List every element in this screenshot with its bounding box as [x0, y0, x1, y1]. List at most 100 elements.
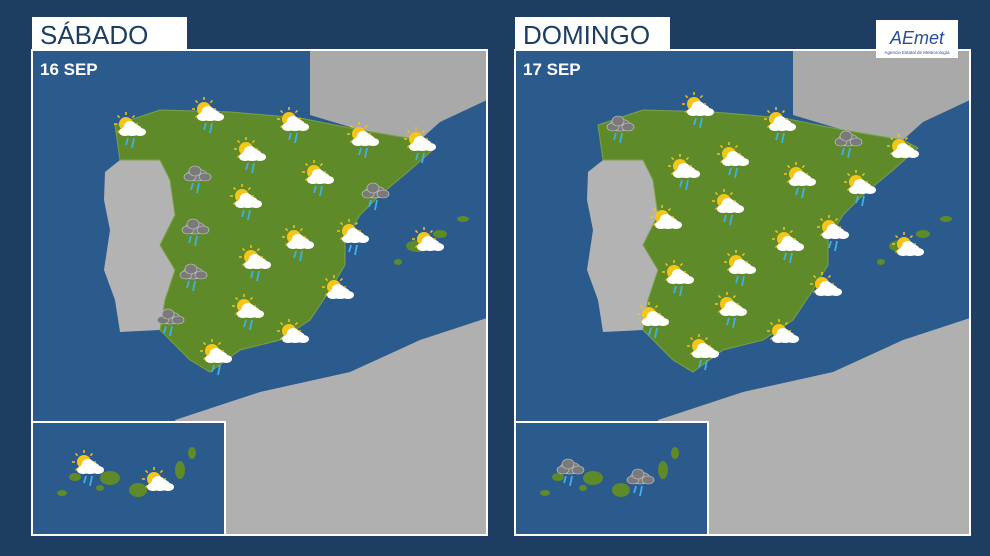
sun-ray — [202, 356, 207, 361]
weather-icon — [892, 232, 924, 256]
rain — [211, 364, 215, 373]
sun-ray — [247, 186, 252, 191]
sun-ray — [406, 129, 411, 134]
sun-ray — [766, 124, 771, 129]
weather-icon — [650, 205, 682, 229]
sun-ray — [339, 236, 344, 241]
sun-ray — [781, 109, 786, 114]
weather-icon — [114, 112, 146, 149]
sun-ray — [249, 296, 254, 301]
cloud — [784, 123, 796, 131]
sun-ray — [684, 94, 689, 99]
sun-ray — [414, 229, 419, 234]
cloud — [737, 158, 749, 166]
weather-icon — [724, 250, 756, 287]
weather-icon — [834, 130, 863, 159]
cloud — [727, 151, 739, 161]
rain — [354, 244, 358, 256]
cloud — [302, 241, 314, 249]
cloud — [342, 291, 354, 299]
weather-icon — [637, 302, 669, 339]
rain — [741, 275, 745, 287]
cloud — [171, 315, 185, 325]
rain — [704, 359, 708, 371]
weather-icon — [277, 319, 309, 343]
rain — [639, 485, 643, 497]
sun-ray — [232, 201, 237, 206]
sun-ray — [670, 156, 675, 161]
rain — [241, 209, 245, 218]
weather-icon — [767, 319, 799, 343]
sun-ray — [834, 217, 839, 222]
sun-ray — [294, 109, 299, 114]
cloud — [734, 259, 746, 269]
sun-ray — [232, 186, 237, 191]
weather-icon — [230, 184, 262, 221]
rain — [250, 270, 254, 279]
sun-ray — [279, 321, 284, 326]
sun-ray — [217, 341, 222, 346]
rain — [732, 317, 736, 329]
sun-ray — [421, 129, 426, 134]
sun-ray — [904, 136, 909, 141]
rain — [169, 325, 173, 337]
weather-icon — [347, 122, 379, 159]
day-title: DOMINGO — [523, 20, 650, 50]
rain — [679, 179, 683, 188]
cloud — [252, 310, 264, 318]
cloud — [367, 138, 379, 146]
sun-ray — [664, 277, 669, 282]
sun-ray — [294, 321, 299, 326]
cloud — [697, 343, 709, 353]
cloud — [725, 301, 737, 311]
cloud — [670, 221, 682, 229]
sun-ray — [131, 114, 136, 119]
sun-ray — [679, 262, 684, 267]
rain — [828, 240, 832, 249]
cloud — [422, 236, 434, 246]
rain — [203, 122, 207, 131]
cloud — [794, 171, 806, 181]
cloud — [357, 131, 369, 141]
rain — [619, 132, 623, 144]
cloud — [702, 108, 714, 116]
cloud — [212, 113, 224, 121]
weather-icon — [626, 468, 655, 497]
rain — [209, 122, 213, 134]
sun-ray — [324, 292, 329, 297]
sun-ray — [429, 229, 434, 234]
cloud — [782, 236, 794, 246]
sun-ray — [339, 221, 344, 226]
cloud — [124, 121, 136, 131]
rain — [728, 167, 732, 176]
rain — [319, 185, 323, 197]
sun-ray — [654, 304, 659, 309]
cloud — [777, 328, 789, 338]
sun-ray — [652, 222, 657, 227]
sun-ray — [717, 294, 722, 299]
cloud — [198, 172, 212, 182]
rain — [613, 132, 617, 141]
sun-ray — [774, 244, 779, 249]
rain — [374, 199, 378, 211]
rain — [247, 209, 251, 221]
sun-ray — [827, 274, 832, 279]
rain — [288, 132, 292, 141]
rain — [801, 187, 805, 199]
weather-icon — [668, 154, 700, 191]
cloud — [660, 214, 672, 224]
sun-ray — [349, 139, 354, 144]
cloud — [641, 475, 655, 485]
sun-ray — [717, 309, 722, 314]
cloud — [322, 176, 334, 184]
cloud — [297, 335, 309, 343]
day-box — [32, 17, 187, 51]
sun-ray — [846, 187, 851, 192]
cloud — [854, 179, 866, 189]
rain — [188, 235, 192, 244]
weather-icon — [302, 160, 334, 197]
rain — [364, 147, 368, 159]
rain — [648, 327, 652, 336]
sun-ray — [256, 247, 261, 252]
sun-ray — [236, 154, 241, 159]
